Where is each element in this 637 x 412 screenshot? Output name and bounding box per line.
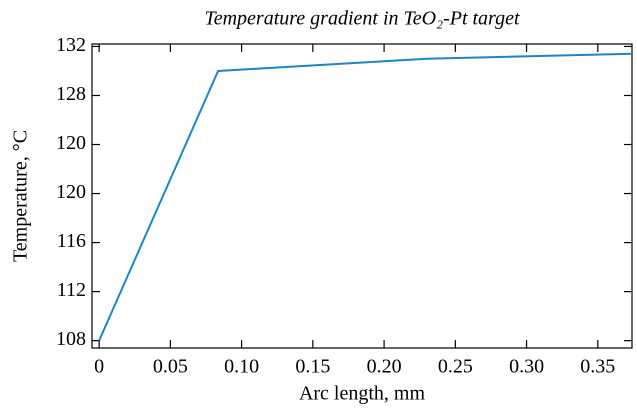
plot-frame (91, 43, 633, 349)
data-line (98, 52, 633, 342)
y-tick-label: 120 (56, 181, 86, 203)
y-tick-label: 132 (56, 34, 86, 56)
y-tick-label: 120 (56, 132, 86, 154)
x-tick-label: 0.30 (509, 356, 544, 378)
x-tick-label: 0.10 (224, 356, 259, 378)
y-tick-label: 128 (56, 83, 86, 105)
chart-title: Temperature gradient in TeO₂-Pt target (204, 8, 520, 30)
x-tick-label: 0.20 (367, 356, 402, 378)
y-tick-label: 112 (57, 279, 86, 301)
x-tick-label: 0.25 (438, 356, 473, 378)
x-tick-label: 0.05 (153, 356, 188, 378)
x-tick-label: 0.15 (295, 356, 330, 378)
y-tick-label: 116 (57, 230, 86, 252)
x-tick-label: 0 (94, 356, 104, 378)
y-tick-label: 108 (56, 328, 86, 350)
x-axis-label: Arc length, mm (299, 383, 426, 405)
y-axis-label: Temperature, °C (10, 130, 32, 262)
x-tick-label: 0.35 (580, 356, 615, 378)
